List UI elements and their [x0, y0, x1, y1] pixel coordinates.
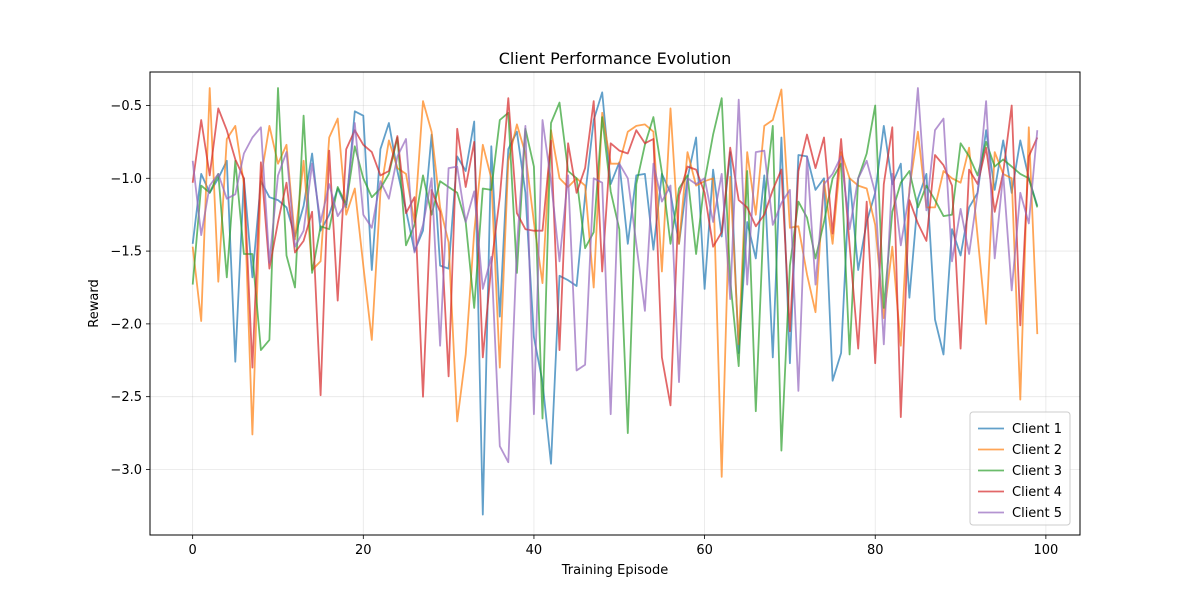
legend-label: Client 1 — [1012, 422, 1062, 437]
y-axis-label: Reward — [87, 279, 102, 327]
x-tick-label: 60 — [696, 543, 713, 558]
y-tick-label: −1.0 — [110, 172, 142, 187]
y-tick-label: −2.5 — [110, 390, 142, 405]
x-tick-label: 20 — [355, 543, 372, 558]
legend-label: Client 5 — [1012, 506, 1062, 521]
x-tick-label: 40 — [526, 543, 543, 558]
x-tick-label: 0 — [189, 543, 197, 558]
y-tick-label: −0.5 — [110, 99, 142, 114]
y-tick-label: −1.5 — [110, 245, 142, 260]
plot-frame — [149, 71, 1081, 536]
legend-box — [969, 411, 1071, 526]
x-axis-label: Training Episode — [561, 563, 668, 578]
series-line-client-3 — [191, 87, 1039, 452]
chart-title: Client Performance Evolution — [499, 49, 731, 68]
y-tick-label: −3.0 — [110, 463, 142, 478]
legend-label: Client 3 — [1012, 464, 1062, 479]
legend-label: Client 2 — [1012, 443, 1062, 458]
axis-ticks: 0 20 40 60 80 100 −3.0 −2.5 −2.0 −1.5 −1.0 −0.5 — [110, 99, 1058, 558]
legend: Client 1 Client 2 Client 3 Client 4 Client 5 — [969, 411, 1071, 526]
legend-label: Client 4 — [1012, 485, 1062, 500]
x-tick-label: 100 — [1033, 543, 1058, 558]
series-line-client-5 — [191, 87, 1039, 464]
series-line-client-4 — [191, 97, 1039, 419]
y-tick-label: −2.0 — [110, 317, 142, 332]
series-lines — [191, 87, 1039, 516]
x-tick-label: 80 — [867, 543, 884, 558]
